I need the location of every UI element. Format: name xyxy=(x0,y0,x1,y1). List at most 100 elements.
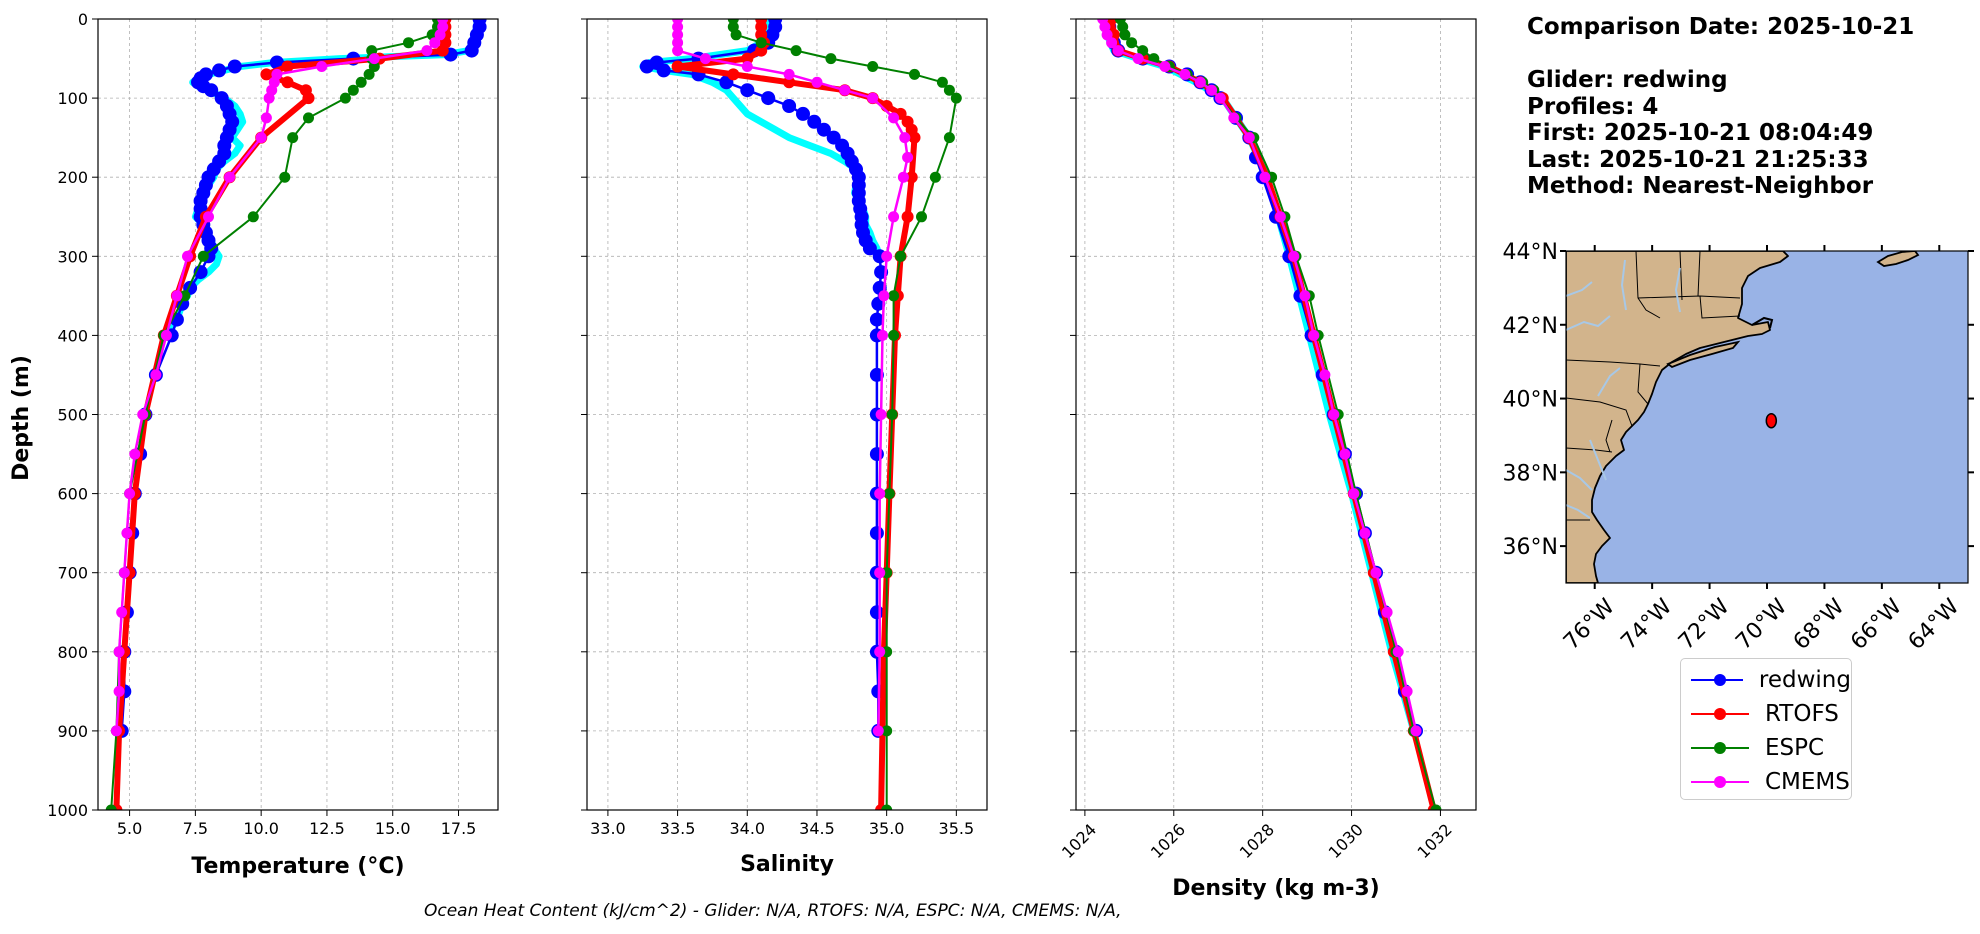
density-plot-area xyxy=(1097,19,1442,810)
data-point-CMEMS xyxy=(124,488,136,500)
state-borders xyxy=(1566,251,1741,521)
data-point-CMEMS xyxy=(1206,84,1218,96)
data-point-CMEMS xyxy=(1401,685,1413,697)
series-line-redwing xyxy=(1105,19,1418,733)
data-point-CMEMS xyxy=(902,151,914,163)
data-point-ESPC xyxy=(867,61,879,72)
data-point-CMEMS xyxy=(700,53,711,65)
x-tick-label: 34.0 xyxy=(729,819,765,838)
series-line-redwing xyxy=(120,19,481,733)
legend-entry: redwing xyxy=(1691,663,1851,697)
series-line-CMEMS xyxy=(1101,19,1418,733)
data-point-CMEMS xyxy=(872,725,884,737)
temperature-grid xyxy=(98,18,498,811)
data-point-ESPC xyxy=(825,53,837,65)
data-point-RTOFS xyxy=(281,60,294,73)
data-point-CMEMS xyxy=(1228,112,1240,124)
series-redwing xyxy=(114,19,487,738)
x-tick-label: 1026 xyxy=(1147,820,1189,862)
data-point-ESPC xyxy=(888,329,900,341)
data-point-CMEMS xyxy=(1214,92,1226,104)
last-time: Last: 2025-10-21 21:25:33 xyxy=(1527,146,1869,173)
data-point-redwing xyxy=(862,241,877,256)
data-point-CMEMS xyxy=(875,409,887,420)
profile-count: Profiles: 4 xyxy=(1527,93,1659,120)
data-point-ESPC xyxy=(179,290,191,302)
lat-tick-label: 44°N xyxy=(1503,240,1558,265)
rivers xyxy=(1566,259,1681,519)
data-point-CMEMS xyxy=(874,488,886,500)
series-CMEMS xyxy=(672,19,914,737)
lat-tick-label: 40°N xyxy=(1503,388,1558,413)
data-point-CMEMS xyxy=(888,112,900,124)
series-glider_profile xyxy=(1099,19,1418,735)
data-point-CMEMS xyxy=(881,250,893,262)
data-point-RTOFS xyxy=(901,210,914,223)
data-point-ESPC xyxy=(790,45,802,57)
temperature-panel: 5.0 7.5 10.0 12.5 15.0 17.5 0 100 200 300 400 500 60… xyxy=(9,10,499,879)
legend-entry: ESPC xyxy=(1691,731,1851,765)
x-tick-label: 1032 xyxy=(1414,820,1456,862)
data-point-CMEMS xyxy=(1319,369,1331,381)
data-point-ESPC xyxy=(247,211,259,223)
data-point-CMEMS xyxy=(1259,171,1271,183)
data-point-CMEMS xyxy=(1194,76,1206,88)
lon-tick-label: 72°W xyxy=(1674,594,1735,655)
data-point-CMEMS xyxy=(224,171,236,183)
data-point-ESPC xyxy=(1119,29,1131,41)
legend-entry: CMEMS xyxy=(1691,765,1851,799)
data-point-ESPC xyxy=(279,171,291,183)
series-line-RTOFS xyxy=(1108,19,1437,810)
x-tick-label: 1024 xyxy=(1058,820,1100,862)
data-point-redwing xyxy=(212,63,227,78)
legend-swatch xyxy=(1691,772,1749,792)
y-tick-label: 900 xyxy=(57,722,88,741)
temperature-plot-area xyxy=(105,19,487,810)
data-point-redwing xyxy=(869,526,884,541)
data-point-CMEMS xyxy=(116,606,128,618)
method: Method: Nearest-Neighbor xyxy=(1527,173,1874,199)
data-point-ESPC xyxy=(287,132,299,144)
lon-tick-label: 64°W xyxy=(1904,594,1965,655)
data-point-CMEMS xyxy=(783,68,795,80)
data-point-CMEMS xyxy=(1288,250,1300,262)
salinity-plot-area xyxy=(639,19,962,810)
data-point-CMEMS xyxy=(1381,606,1393,618)
data-point-ESPC xyxy=(403,37,414,49)
data-point-ESPC xyxy=(1137,45,1149,57)
data-point-CMEMS xyxy=(110,725,122,737)
data-point-CMEMS xyxy=(263,92,275,104)
data-point-redwing xyxy=(807,114,822,129)
data-point-RTOFS xyxy=(436,44,449,57)
data-point-CMEMS xyxy=(434,29,446,41)
data-point-redwing xyxy=(204,83,219,98)
x-tick-label: 34.5 xyxy=(799,819,835,838)
data-point-CMEMS xyxy=(1299,290,1311,302)
salinity-ticks: 33.0 33.5 34.0 34.5 35.0 35.5 xyxy=(581,18,975,838)
data-point-RTOFS xyxy=(260,68,273,81)
series-ESPC xyxy=(1114,19,1442,810)
data-point-RTOFS xyxy=(905,171,918,184)
x-tick-label: 35.5 xyxy=(939,819,975,838)
data-point-redwing xyxy=(227,59,242,74)
data-point-ESPC xyxy=(943,84,955,96)
data-point-CMEMS xyxy=(672,29,684,41)
y-tick-label: 500 xyxy=(57,406,88,425)
data-point-ESPC xyxy=(347,84,359,96)
data-point-CMEMS xyxy=(1392,646,1404,658)
data-point-CMEMS xyxy=(878,290,890,302)
data-point-redwing xyxy=(869,367,884,382)
data-point-ESPC xyxy=(950,92,962,104)
data-point-ESPC xyxy=(105,804,117,810)
data-point-ESPC xyxy=(197,250,209,262)
data-point-CMEMS xyxy=(672,21,684,33)
data-point-RTOFS xyxy=(281,76,294,89)
data-point-redwing xyxy=(816,122,831,137)
data-point-CMEMS xyxy=(160,329,172,341)
glider-dot xyxy=(1765,412,1778,429)
data-point-CMEMS xyxy=(260,112,272,124)
data-point-CMEMS xyxy=(888,211,900,223)
data-point-CMEMS xyxy=(121,527,133,539)
legend-swatch xyxy=(1691,738,1749,758)
y-tick-label: 700 xyxy=(57,564,88,583)
